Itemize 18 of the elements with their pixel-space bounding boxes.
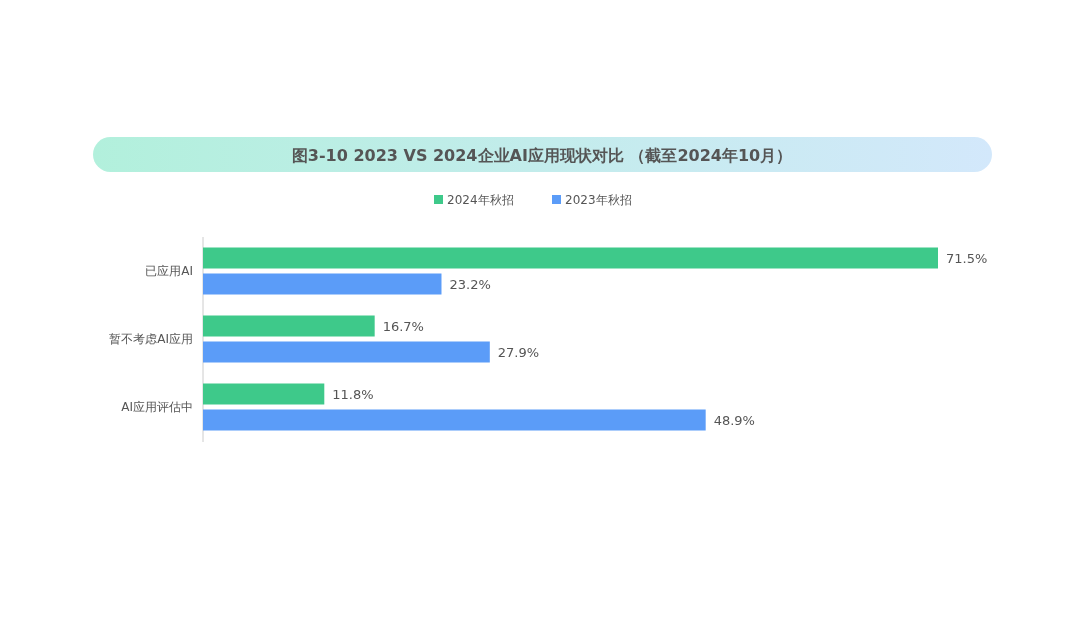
data-label: 16.7% bbox=[382, 319, 424, 334]
y-tick-label: 已应用AI bbox=[145, 264, 193, 278]
legend-label: 2023年秋招 bbox=[565, 193, 632, 207]
bar bbox=[203, 247, 938, 269]
data-label: 71.5% bbox=[946, 251, 988, 266]
y-tick-label: 暂不考虑AI应用 bbox=[109, 332, 193, 346]
data-label: 23.2% bbox=[449, 277, 491, 292]
legend-label: 2024年秋招 bbox=[447, 193, 514, 207]
data-label: 48.9% bbox=[713, 413, 755, 428]
bar bbox=[203, 341, 490, 363]
bar bbox=[203, 383, 325, 405]
bar bbox=[203, 409, 706, 431]
y-tick-label: AI应用评估中 bbox=[121, 400, 193, 414]
bar bbox=[203, 273, 442, 295]
data-label: 11.8% bbox=[332, 387, 374, 402]
bar bbox=[203, 315, 375, 337]
chart-title: 图3-10 2023 VS 2024企业AI应用现状对比 （截至2024年10月） bbox=[291, 146, 793, 165]
data-label: 27.9% bbox=[497, 345, 540, 360]
